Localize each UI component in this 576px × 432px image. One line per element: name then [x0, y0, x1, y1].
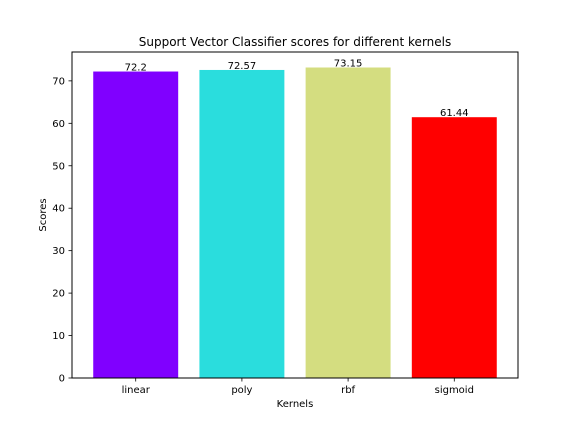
x-axis-label: Kernels: [277, 399, 314, 410]
y-tick-label-40: 40: [52, 204, 65, 215]
y-tick-label-50: 50: [52, 161, 65, 172]
bar-rbf: [305, 67, 391, 378]
y-axis: 0 10 20 30 40 50 60 70: [52, 76, 72, 385]
y-tick-label-60: 60: [52, 119, 65, 130]
y-tick-label-70: 70: [52, 76, 65, 87]
data-label-poly: 72.57: [228, 61, 257, 72]
data-label-rbf: 73.15: [334, 58, 363, 69]
y-tick-label-10: 10: [52, 331, 65, 342]
y-tick-label-0: 0: [59, 374, 65, 385]
data-label-sigmoid: 61.44: [440, 108, 469, 119]
bars-group: [93, 67, 497, 379]
plot-frame: [71, 51, 519, 379]
chart-title: Support Vector Classifier scores for dif…: [139, 35, 452, 49]
x-axis: linear poly rbf sigmoid: [122, 378, 474, 396]
y-axis-label: Scores: [38, 198, 49, 231]
bar-linear: [93, 71, 179, 379]
x-tick-label-linear: linear: [122, 385, 151, 396]
x-tick-label-sigmoid: sigmoid: [435, 385, 474, 396]
data-labels-group: 72.2 72.57 73.15 61.44: [125, 58, 469, 119]
bar-sigmoid: [411, 117, 497, 378]
y-tick-label-30: 30: [52, 246, 65, 257]
y-tick-label-20: 20: [52, 289, 65, 300]
x-tick-label-rbf: rbf: [341, 385, 355, 396]
x-tick-label-poly: poly: [231, 385, 252, 396]
bar-poly: [199, 69, 285, 378]
data-label-linear: 72.2: [125, 63, 147, 74]
